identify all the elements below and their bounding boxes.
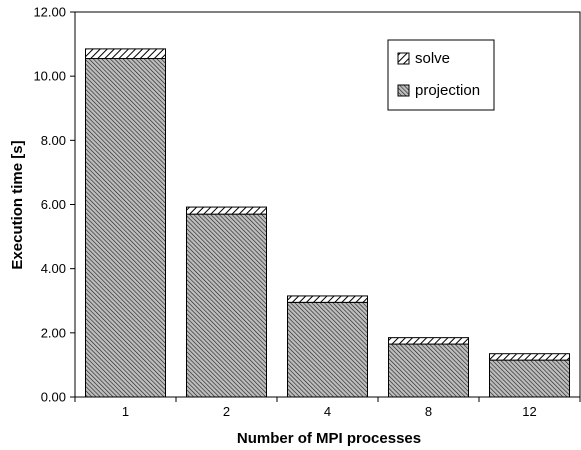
x-tick-label: 2: [223, 404, 230, 419]
x-tick-label: 8: [425, 404, 432, 419]
bar-projection: [388, 343, 469, 398]
legend-box: [387, 39, 495, 111]
x-tick-label: 12: [522, 404, 536, 419]
legend-label-solve: solve: [415, 50, 450, 67]
y-tick-label: 0.00: [41, 390, 66, 405]
y-tick-label: 2.00: [41, 325, 66, 340]
y-tick-label: 4.00: [41, 261, 66, 276]
y-tick-label: 12.00: [33, 5, 66, 20]
legend: solve projection: [387, 39, 495, 111]
bar-solve: [85, 48, 166, 60]
y-tick-label: 10.00: [33, 69, 66, 84]
y-tick-label: 6.00: [41, 197, 66, 212]
x-axis-title: Number of MPI processes: [237, 430, 421, 447]
bar-solve: [287, 295, 368, 303]
bar-projection: [186, 213, 267, 398]
x-tick-label: 4: [324, 404, 331, 419]
bar-projection: [287, 301, 368, 398]
legend-swatch-solve: [397, 52, 410, 65]
y-tick-label: 8.00: [41, 133, 66, 148]
y-axis-title: Execution time [s]: [9, 140, 26, 269]
bar-projection: [85, 58, 166, 398]
legend-swatch-projection: [397, 84, 410, 97]
x-tick-label: 1: [122, 404, 129, 419]
bar-solve: [489, 353, 570, 361]
legend-label-projection: projection: [415, 82, 480, 99]
bar-solve: [388, 337, 469, 345]
bar-solve: [186, 206, 267, 215]
bar-projection: [489, 359, 570, 398]
